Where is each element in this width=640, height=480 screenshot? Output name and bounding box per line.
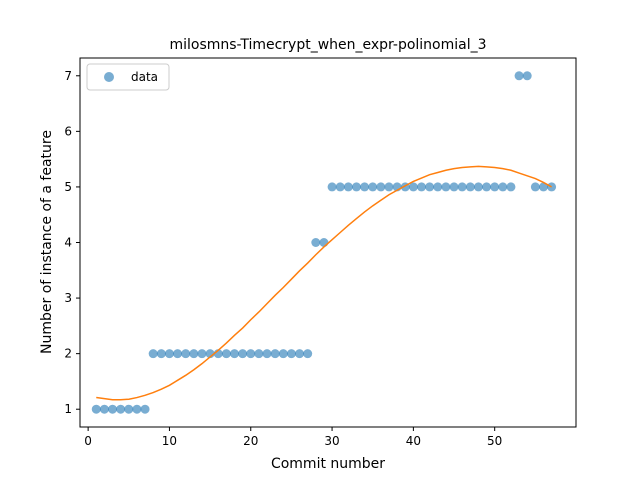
legend-box: [86, 63, 170, 91]
data-point: [132, 404, 142, 414]
data-point: [197, 349, 207, 359]
legend-marker: [104, 72, 114, 82]
y-tick-label: 7: [64, 69, 72, 83]
data-point: [538, 182, 548, 192]
data-point: [530, 182, 540, 192]
data-point: [368, 182, 378, 192]
data-point: [449, 182, 459, 192]
y-tick-label: 6: [64, 124, 72, 138]
y-axis-label: Number of instance of a feature: [39, 130, 55, 354]
x-tick-label: 30: [324, 434, 339, 448]
data-point: [108, 404, 118, 414]
x-tick-label: 50: [487, 434, 502, 448]
data-point: [181, 349, 191, 359]
data-point: [270, 349, 280, 359]
data-point: [221, 349, 231, 359]
x-axis: 0 10 20 30 40 50: [84, 427, 502, 448]
data-point: [311, 238, 321, 247]
data-point: [490, 182, 500, 192]
data-point: [482, 182, 492, 192]
data-point: [229, 349, 239, 359]
data-point: [319, 238, 329, 247]
data-point: [278, 349, 288, 359]
data-point: [327, 182, 337, 192]
data-point: [351, 182, 361, 192]
legend: data: [86, 63, 170, 91]
data-point: [262, 349, 272, 359]
data-point: [473, 182, 483, 192]
data-point: [506, 182, 516, 192]
data-point: [303, 349, 313, 359]
data-point: [514, 71, 524, 81]
data-point: [522, 71, 532, 81]
x-tick-label: 0: [84, 434, 92, 448]
data-point: [286, 349, 296, 359]
data-point: [408, 182, 418, 192]
data-point: [343, 182, 353, 192]
data-point: [441, 182, 451, 192]
data-point: [173, 349, 183, 359]
data-point: [238, 349, 248, 359]
data-point: [384, 182, 394, 192]
data-point: [116, 404, 126, 414]
y-axis: 1 2 3 4 5 6 7: [64, 69, 80, 416]
data-point: [140, 404, 150, 414]
y-tick-label: 4: [64, 236, 72, 250]
x-tick-label: 10: [162, 434, 177, 448]
x-axis-label: Commit number: [271, 456, 385, 472]
data-point: [498, 182, 508, 192]
data-point: [124, 404, 134, 414]
chart-title: milosmns-Timecrypt_when_expr-polinomial_…: [169, 37, 486, 53]
data-point: [189, 349, 199, 359]
y-tick-label: 2: [64, 347, 72, 361]
data-point: [148, 349, 158, 359]
y-tick-label: 5: [64, 180, 72, 194]
data-point: [246, 349, 256, 359]
x-tick-label: 20: [243, 434, 258, 448]
data-point: [335, 182, 345, 192]
legend-label: data: [131, 70, 158, 84]
y-tick-label: 1: [64, 402, 72, 416]
x-tick-label: 40: [406, 434, 421, 448]
data-point: [91, 404, 101, 414]
data-point: [360, 182, 370, 192]
data-point: [417, 182, 427, 192]
fit-line: [96, 165, 552, 401]
data-point: [465, 182, 475, 192]
data-point: [295, 349, 305, 359]
y-tick-label: 3: [64, 291, 72, 305]
data-point: [156, 349, 166, 359]
data-point: [164, 349, 174, 359]
data-point: [433, 182, 443, 192]
plot-area: [91, 71, 557, 414]
data-point: [425, 182, 435, 192]
data-point: [254, 349, 264, 359]
data-point: [457, 182, 467, 192]
data-point: [376, 182, 386, 192]
data-point: [99, 404, 109, 414]
